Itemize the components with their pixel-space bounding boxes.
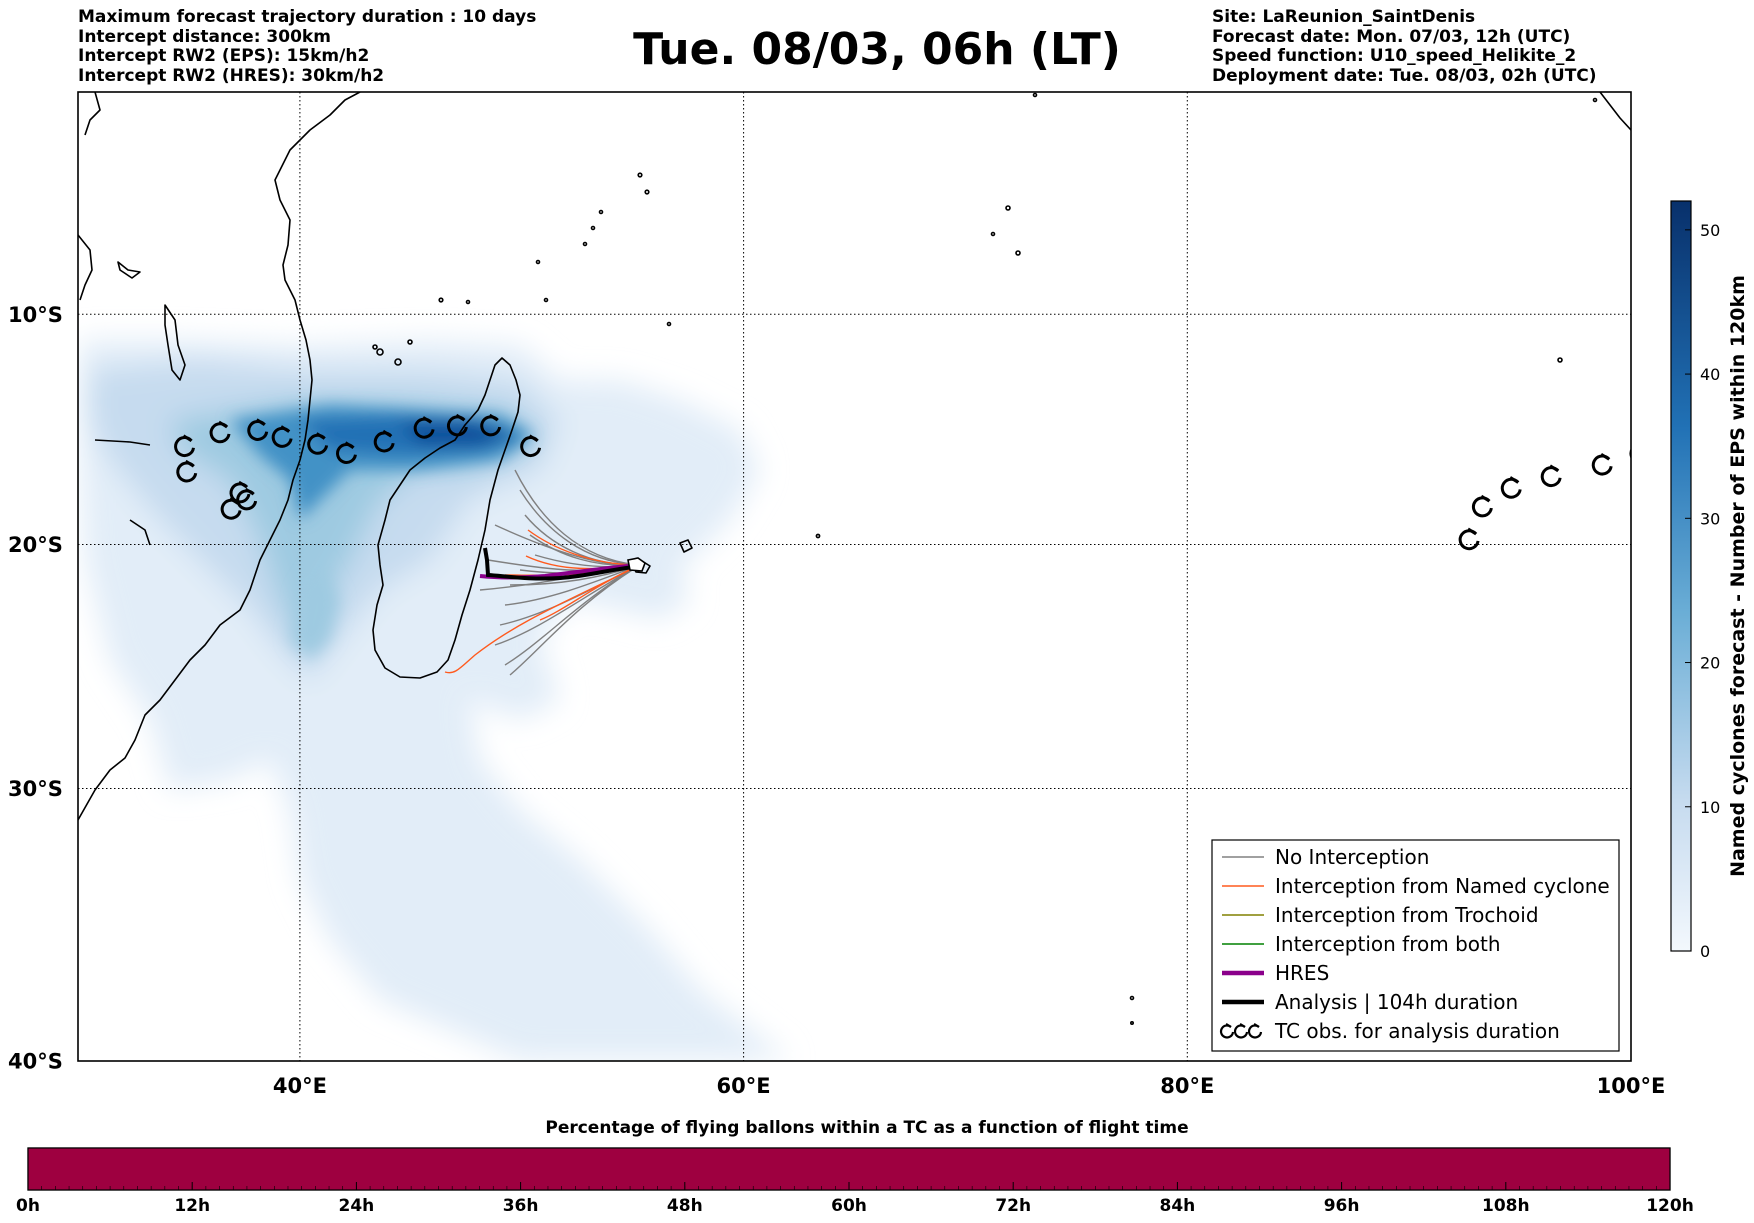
percentage-bar-tick-label: 84h [1160, 1196, 1196, 1216]
tc-obs-icon [373, 429, 395, 453]
percentage-bar-tick-label: 12h [174, 1196, 210, 1216]
percentage-bar-tick-label: 96h [1324, 1196, 1360, 1216]
tc-legend-icon [1219, 1023, 1235, 1039]
legend-label: TC obs. for analysis duration [1274, 1019, 1560, 1043]
tc-obs-icon [1458, 527, 1480, 551]
analysis-track [483, 547, 645, 581]
lat-tick-label: 20°S [8, 533, 63, 557]
tc-obs-icon [307, 432, 329, 455]
lon-tick-label: 40°E [273, 1074, 327, 1098]
tc-obs-symbols-east [1458, 448, 1631, 551]
lat-tick-labels: 10°S 20°S 30°S 40°S [8, 303, 63, 1074]
legend-entry: TC obs. for analysis duration [1219, 1019, 1560, 1043]
tc-obs-icon [446, 413, 468, 437]
trajectory-fan [444, 469, 641, 676]
lon-tick-label: 80°E [1160, 1074, 1214, 1098]
colorbar-tick-label: 30 [1700, 509, 1720, 528]
percentage-bar-tick-label: 24h [339, 1196, 375, 1216]
colorbar-gradient [1670, 200, 1692, 952]
legend-entry: No Interception [1222, 845, 1429, 869]
colorbar-tick-label: 10 [1700, 798, 1720, 817]
tc-obs-icon [1591, 452, 1613, 476]
lat-tick-label: 40°S [8, 1050, 63, 1074]
lon-tick-label: 60°E [717, 1074, 771, 1098]
header-left-line: Intercept distance: 300km [78, 26, 331, 47]
header-left: Maximum forecast trajectory duration : 1… [78, 7, 537, 86]
lon-tick-label: 100°E [1597, 1074, 1666, 1098]
percentage-bar-tick-label: 60h [831, 1196, 867, 1216]
legend-entry: Interception from Trochoid [1222, 903, 1539, 927]
percentage-bar-tick-label: 48h [667, 1196, 703, 1216]
percentage-bar: Percentage of flying ballons within a TC… [16, 1118, 1694, 1216]
map-legend: No Interception Interception from Named c… [1211, 839, 1620, 1052]
grid-lines [78, 92, 1631, 1061]
tc-obs-icon [1500, 476, 1522, 499]
colorbar-tick-label: 50 [1700, 221, 1720, 240]
header-left-line: Maximum forecast trajectory duration : 1… [78, 7, 537, 27]
tc-legend-icon [1247, 1023, 1263, 1039]
legend-label: Interception from both [1275, 932, 1501, 956]
colorbar-tick-label: 0 [1700, 942, 1710, 961]
legend-entry: Interception from both [1222, 932, 1501, 956]
percentage-bar-tick-label: 108h [1482, 1196, 1530, 1216]
percentage-bar-tick-label: 36h [503, 1196, 539, 1216]
lat-tick-label: 30°S [8, 777, 63, 801]
tc-obs-icon [336, 441, 357, 464]
tc-obs-icon [174, 434, 195, 458]
tc-obs-icon [1540, 464, 1562, 488]
legend-entry: Analysis | 104h duration [1222, 990, 1518, 1014]
tc-obs-icon [271, 425, 293, 448]
colorbar-tick-label: 40 [1700, 365, 1720, 384]
tc-obs-icon [229, 480, 251, 504]
percentage-bar-tick-label: 120h [1646, 1196, 1694, 1216]
tc-legend-icon [1233, 1023, 1249, 1039]
legend-label: No Interception [1275, 845, 1429, 869]
tc-obs-icon [220, 497, 242, 520]
legend-label: Interception from Trochoid [1275, 903, 1539, 927]
header-right-line: Forecast date: Mon. 07/03, 12h (UTC) [1212, 26, 1571, 47]
legend-entry: HRES [1222, 961, 1329, 985]
legend-label: Analysis | 104h duration [1275, 990, 1518, 1014]
lon-tick-labels: 40°E 60°E 80°E 100°E [273, 1074, 1665, 1098]
lat-tick-label: 10°S [8, 303, 63, 327]
tc-obs-symbols-west [174, 413, 542, 520]
header-right-line: Speed function: U10_speed_Helikite_2 [1212, 46, 1577, 66]
map-frame [77, 91, 1632, 1062]
map-plot-area [78, 92, 1631, 1061]
percentage-bar-title: Percentage of flying ballons within a TC… [545, 1118, 1188, 1138]
legend-label: Interception from Named cyclone [1275, 874, 1610, 898]
tc-obs-icon [520, 434, 542, 458]
tc-obs-icon [176, 459, 198, 483]
colorbar: 0 10 20 30 40 50 Named cyclones forecast - Nu… [1670, 200, 1749, 961]
header-right-line: Site: LaReunion_SaintDenis [1212, 7, 1476, 27]
percentage-bar-tick-label: 72h [995, 1196, 1031, 1216]
header-left-line: Intercept RW2 (HRES): 30km/h2 [78, 65, 385, 86]
header-left-line: Intercept RW2 (EPS): 15km/h2 [78, 46, 370, 66]
percentage-bar-tick-labels: 0h 12h 24h 36h 48h 60h 72h 84h 96h 108h 120h [16, 1182, 1694, 1216]
tc-obs-icon [413, 416, 435, 439]
colorbar-tick-label: 20 [1700, 654, 1720, 673]
percentage-bar-tick-label: 0h [16, 1196, 40, 1216]
site-marker [627, 557, 646, 572]
header-right: Site: LaReunion_SaintDenis Forecast date… [1212, 7, 1597, 86]
colorbar-label: Named cyclones forecast - Number of EPS … [1727, 275, 1749, 877]
page-title: Tue. 08/03, 06h (LT) [633, 24, 1121, 75]
legend-entry: Interception from Named cyclone [1222, 874, 1610, 898]
tc-obs-icon [1471, 494, 1493, 518]
legend-label: HRES [1275, 961, 1329, 985]
tc-obs-icon [1629, 448, 1631, 459]
tc-obs-icon [480, 413, 502, 437]
header-right-line: Deployment date: Tue. 08/03, 02h (UTC) [1212, 65, 1597, 86]
tc-obs-icon [209, 420, 231, 444]
tc-obs-icon [247, 418, 269, 441]
